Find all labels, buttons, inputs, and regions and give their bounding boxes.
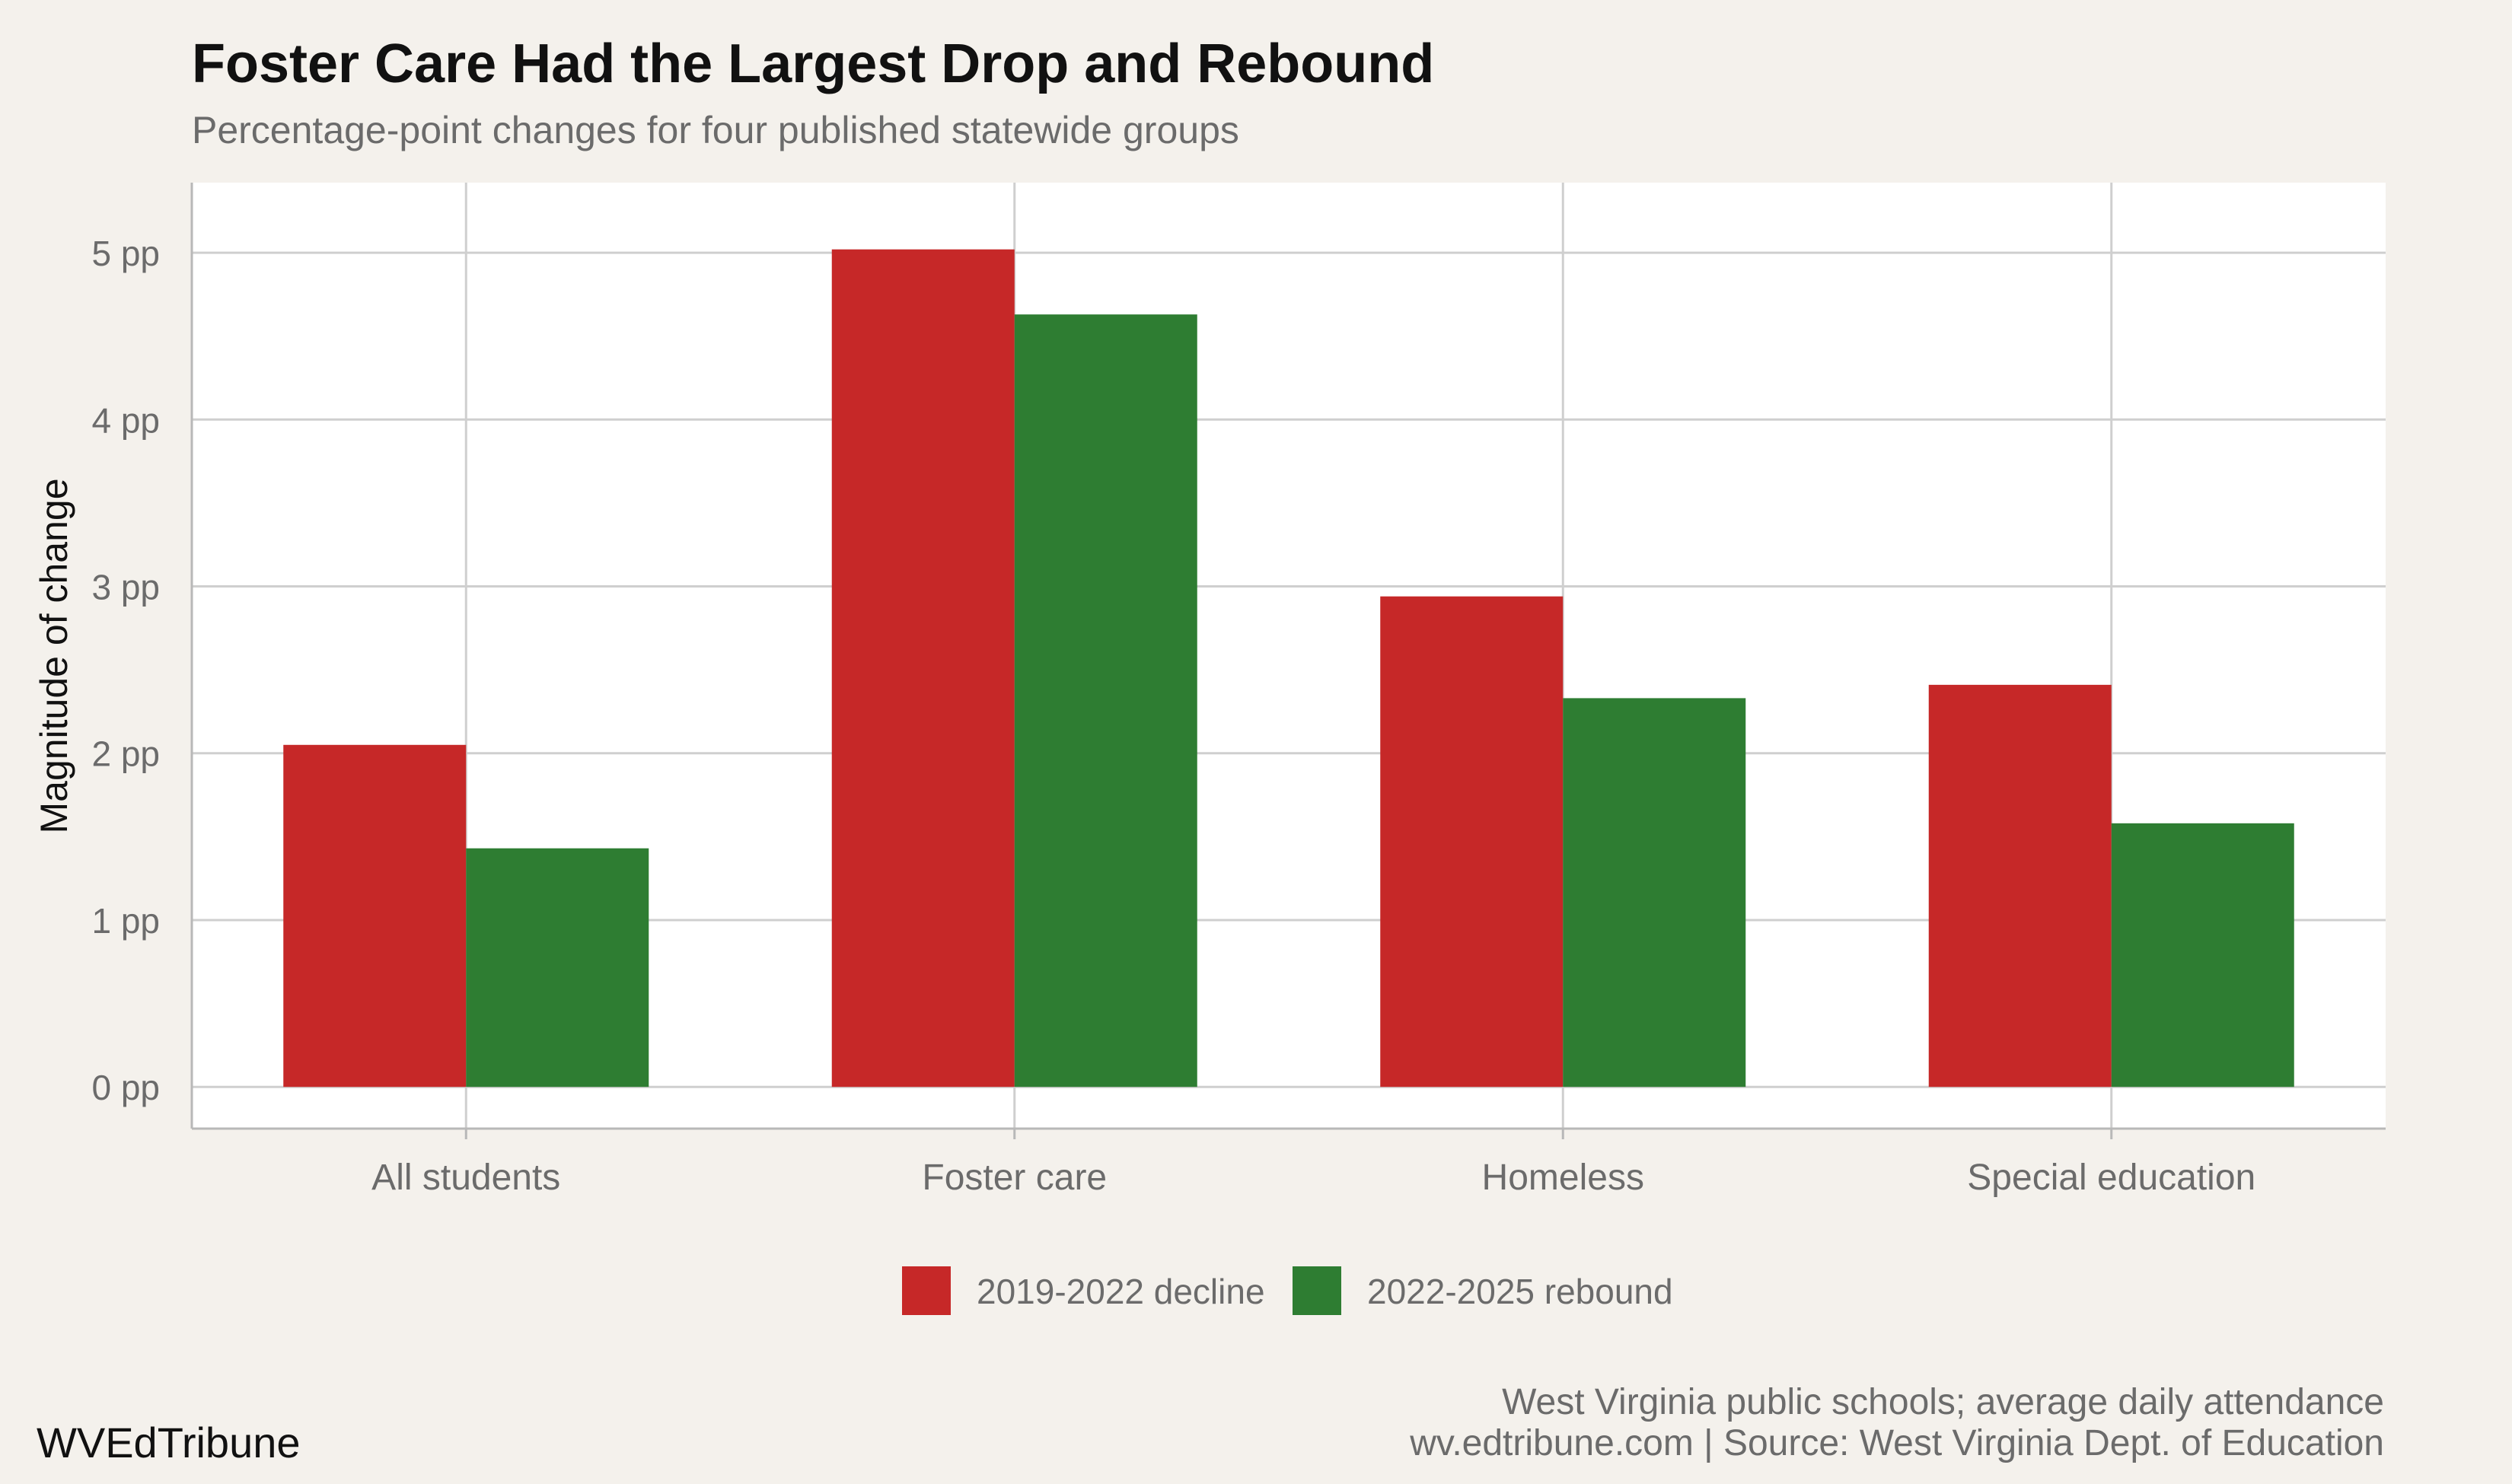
x-tick-label: All students [371,1158,560,1198]
y-tick-label: 4 pp [91,400,160,440]
bar [831,249,1015,1088]
footer-note: West Virginia public schools; average da… [1502,1382,2384,1422]
footer-brand: WVEdTribune [37,1419,301,1466]
bar [1563,698,1746,1088]
x-tick-label: Foster care [922,1158,1107,1198]
bar [283,744,467,1088]
bar [1014,314,1197,1088]
legend-label: 2022-2025 rebound [1367,1272,1673,1311]
chart-subtitle: Percentage-point changes for four publis… [192,109,1239,151]
y-tick-label: 0 pp [91,1068,160,1107]
bar [466,848,649,1088]
y-tick-label: 1 pp [91,901,160,941]
bars [283,249,2294,1088]
bar [2111,823,2294,1088]
y-tick-labels: 0 pp 1 pp 2 pp 3 pp 4 pp 5 pp [91,234,160,1107]
legend: 2019-2022 decline 2022-2025 rebound [902,1266,1673,1315]
legend-label: 2019-2022 decline [977,1272,1265,1311]
y-axis-label: Magnitude of change [33,478,75,833]
y-tick-label: 3 pp [91,568,160,607]
chart-title: Foster Care Had the Largest Drop and Reb… [192,33,1434,94]
legend-swatch [1293,1266,1341,1315]
y-tick-label: 5 pp [91,234,160,273]
footer-source: wv.edtribune.com | Source: West Virginia… [1409,1423,2384,1463]
bar [1928,684,2112,1088]
bar [1380,596,1564,1088]
x-tick-label: Homeless [1482,1158,1644,1198]
y-tick-label: 2 pp [91,734,160,774]
x-tick-label: Special education [1967,1158,2255,1198]
legend-swatch [902,1266,951,1315]
x-tick-labels: All students Foster care Homeless Special e… [371,1158,2255,1198]
